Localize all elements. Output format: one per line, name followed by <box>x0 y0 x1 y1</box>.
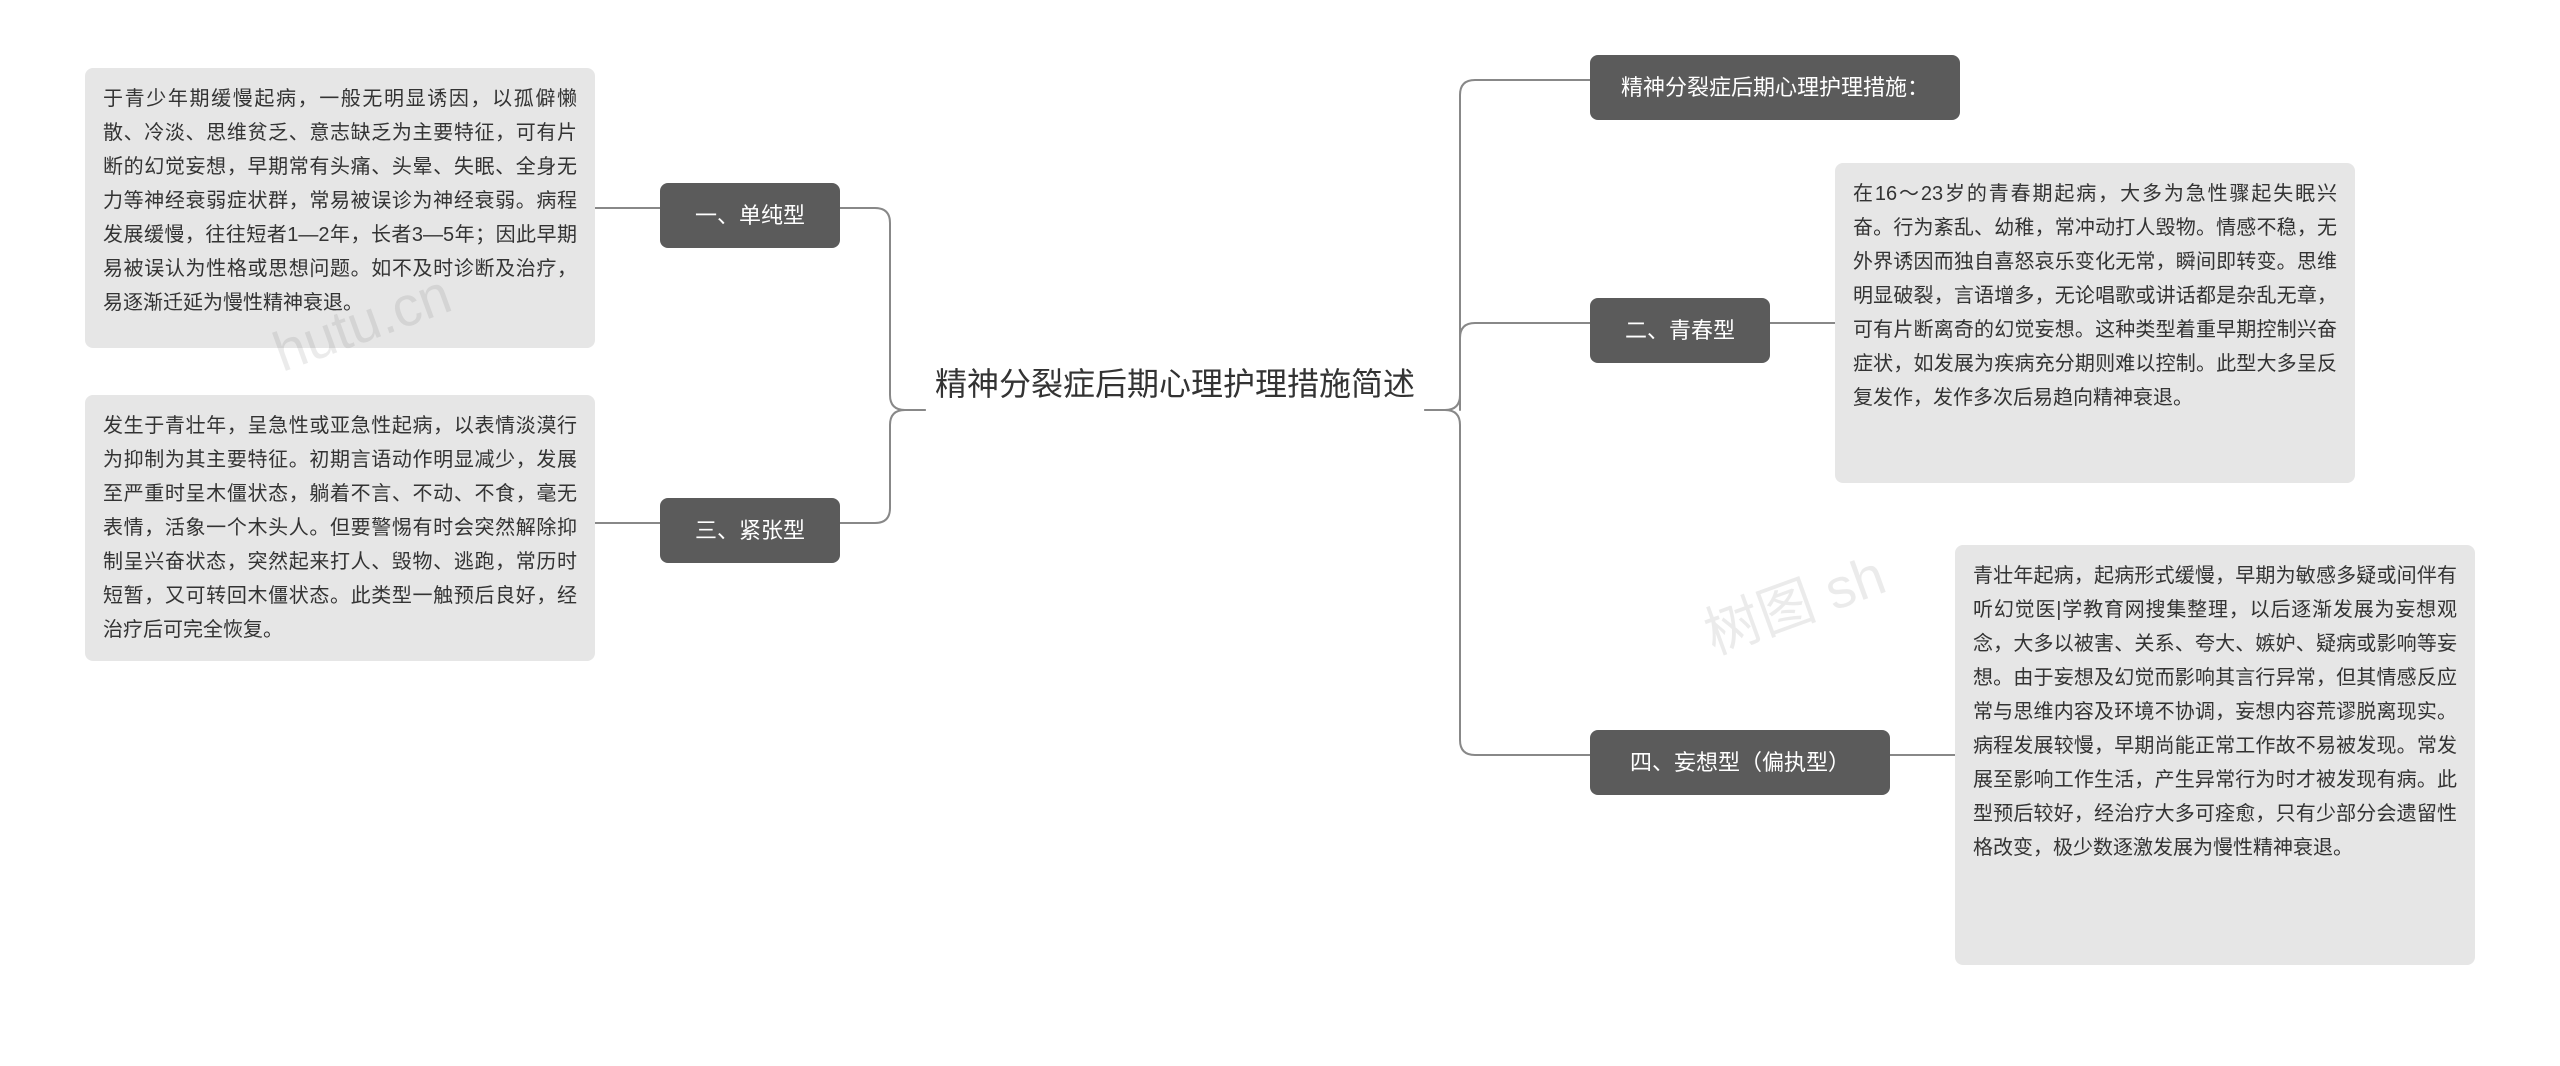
right-header: 精神分裂症后期心理护理措施： <box>1590 55 1960 120</box>
detail-type4: 青壮年起病，起病形式缓慢，早期为敏感多疑或间伴有听幻觉医|学教育网搜集整理，以后… <box>1955 545 2475 965</box>
mindmap-canvas: 精神分裂症后期心理护理措施简述 一、单纯型 于青少年期缓慢起病，一般无明显诱因，… <box>0 0 2560 1066</box>
detail-type3: 发生于青壮年，呈急性或亚急性起病，以表情淡漠行为抑制为其主要特征。初期言语动作明… <box>85 395 595 661</box>
category-type2: 二、青春型 <box>1590 298 1770 363</box>
center-topic: 精神分裂症后期心理护理措施简述 <box>925 350 1425 470</box>
category-type1: 一、单纯型 <box>660 183 840 248</box>
category-type4: 四、妄想型（偏执型） <box>1590 730 1890 795</box>
detail-type1: 于青少年期缓慢起病，一般无明显诱因，以孤僻懒散、冷淡、思维贫乏、意志缺乏为主要特… <box>85 68 595 348</box>
category-type3: 三、紧张型 <box>660 498 840 563</box>
detail-type2: 在16～23岁的青春期起病，大多为急性骤起失眠兴奋。行为紊乱、幼稚，常冲动打人毁… <box>1835 163 2355 483</box>
watermark-2: 树图 sh <box>1692 531 1895 671</box>
